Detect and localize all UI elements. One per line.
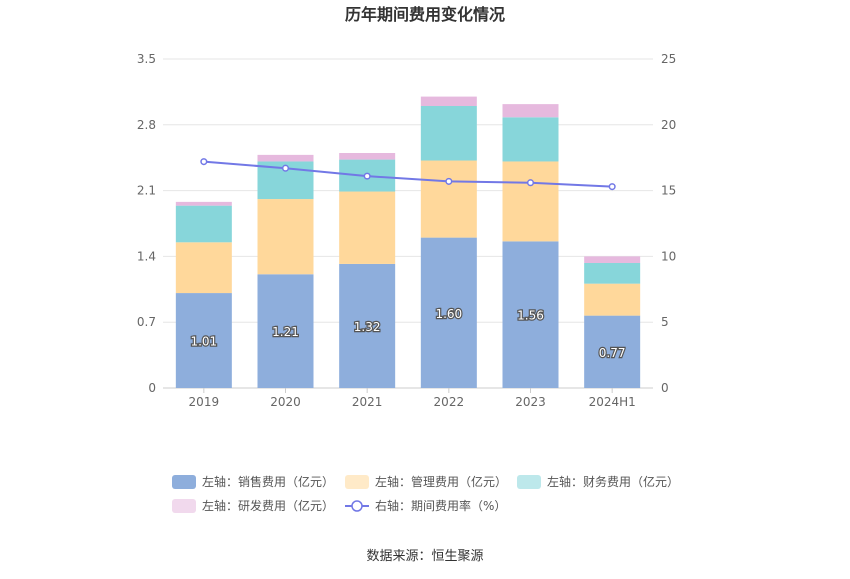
left-axis: 0 0.7 1.4 2.1 2.8 3.5 (137, 52, 156, 395)
bar-value-label: 1.56 (517, 309, 544, 323)
bar-segment (339, 191, 396, 264)
rate-point (526, 179, 535, 187)
right-tick-label: 20 (661, 118, 676, 132)
legend-label: 右轴：期间费用率（%） (375, 498, 506, 513)
legend-swatch (172, 499, 196, 513)
right-tick-label: 25 (661, 52, 676, 66)
stacked-bars (175, 96, 641, 388)
bar-segment (584, 315, 641, 388)
x-axis: 2019 2020 2021 2022 2023 2024H1 (189, 388, 636, 409)
bar-value-label: 0.77 (599, 346, 626, 360)
source-note: 数据来源：恒生聚源 (366, 549, 483, 564)
bar-value-label: 1.32 (354, 320, 381, 334)
bar-segment (584, 256, 641, 263)
x-tick-label: 2024H1 (589, 395, 636, 409)
legend-label: 左轴：销售费用（亿元） (202, 474, 334, 489)
bar-segment (502, 117, 559, 162)
bar-segment (257, 199, 314, 275)
x-tick-label: 2023 (515, 395, 546, 409)
bar-segment (584, 283, 641, 316)
bar-value-label: 1.60 (435, 307, 462, 321)
right-tick-label: 0 (661, 381, 669, 395)
rate-point (608, 183, 616, 191)
legend-label: 左轴：财务费用（亿元） (547, 474, 679, 489)
rate-point (445, 177, 453, 185)
bar-segment (175, 201, 232, 206)
bar-value-label: 1.01 (190, 335, 217, 349)
legend-swatch (517, 475, 541, 489)
bar-segment (339, 263, 396, 388)
chart-title: 历年期间费用变化情况 (345, 5, 505, 24)
right-tick-label: 10 (661, 249, 676, 263)
expense-rate-line (200, 158, 616, 191)
bar-segment (502, 161, 559, 242)
bar-segment (502, 241, 559, 388)
legend-swatch (172, 475, 196, 489)
rate-point (200, 158, 208, 166)
left-tick-label: 1.4 (137, 249, 156, 263)
bar-segment (584, 262, 641, 284)
bar-segment (420, 106, 477, 161)
legend: 左轴：销售费用（亿元） 左轴：管理费用（亿元） 左轴：财务费用（亿元） 左轴：研发费用… (172, 474, 679, 513)
right-tick-label: 5 (661, 315, 669, 329)
left-tick-label: 2.1 (137, 184, 156, 198)
bar-value-label: 1.21 (272, 325, 299, 339)
left-tick-label: 0 (148, 381, 156, 395)
bar-segment (175, 242, 232, 294)
legend-swatch (345, 475, 369, 489)
bar-segment (420, 160, 477, 238)
bar-segment (257, 274, 314, 388)
legend-marker-icon (351, 500, 363, 512)
rate-line (203, 160, 613, 188)
bar-segment (175, 205, 232, 243)
gridlines (163, 58, 653, 389)
bar-segment (420, 96, 477, 106)
legend-label: 左轴：管理费用（亿元） (375, 474, 507, 489)
bar-segment (339, 153, 396, 160)
bar-segment (257, 154, 314, 162)
x-tick-label: 2022 (434, 395, 465, 409)
legend-label: 左轴：研发费用（亿元） (202, 498, 334, 513)
bar-segment (420, 237, 477, 388)
bar-segment (175, 293, 232, 388)
x-tick-label: 2021 (352, 395, 383, 409)
left-tick-label: 0.7 (137, 315, 156, 329)
x-tick-label: 2020 (270, 395, 301, 409)
bar-value-labels: 1.01 1.21 1.32 1.60 1.56 0.77 (189, 306, 626, 361)
bar-segment (502, 104, 559, 118)
left-tick-label: 2.8 (137, 118, 156, 132)
right-tick-label: 15 (661, 184, 676, 198)
x-tick-label: 2019 (189, 395, 220, 409)
right-axis: 0 5 10 15 20 25 (661, 52, 676, 395)
left-tick-label: 3.5 (137, 52, 156, 66)
rate-point (281, 164, 290, 172)
rate-point (363, 172, 371, 180)
